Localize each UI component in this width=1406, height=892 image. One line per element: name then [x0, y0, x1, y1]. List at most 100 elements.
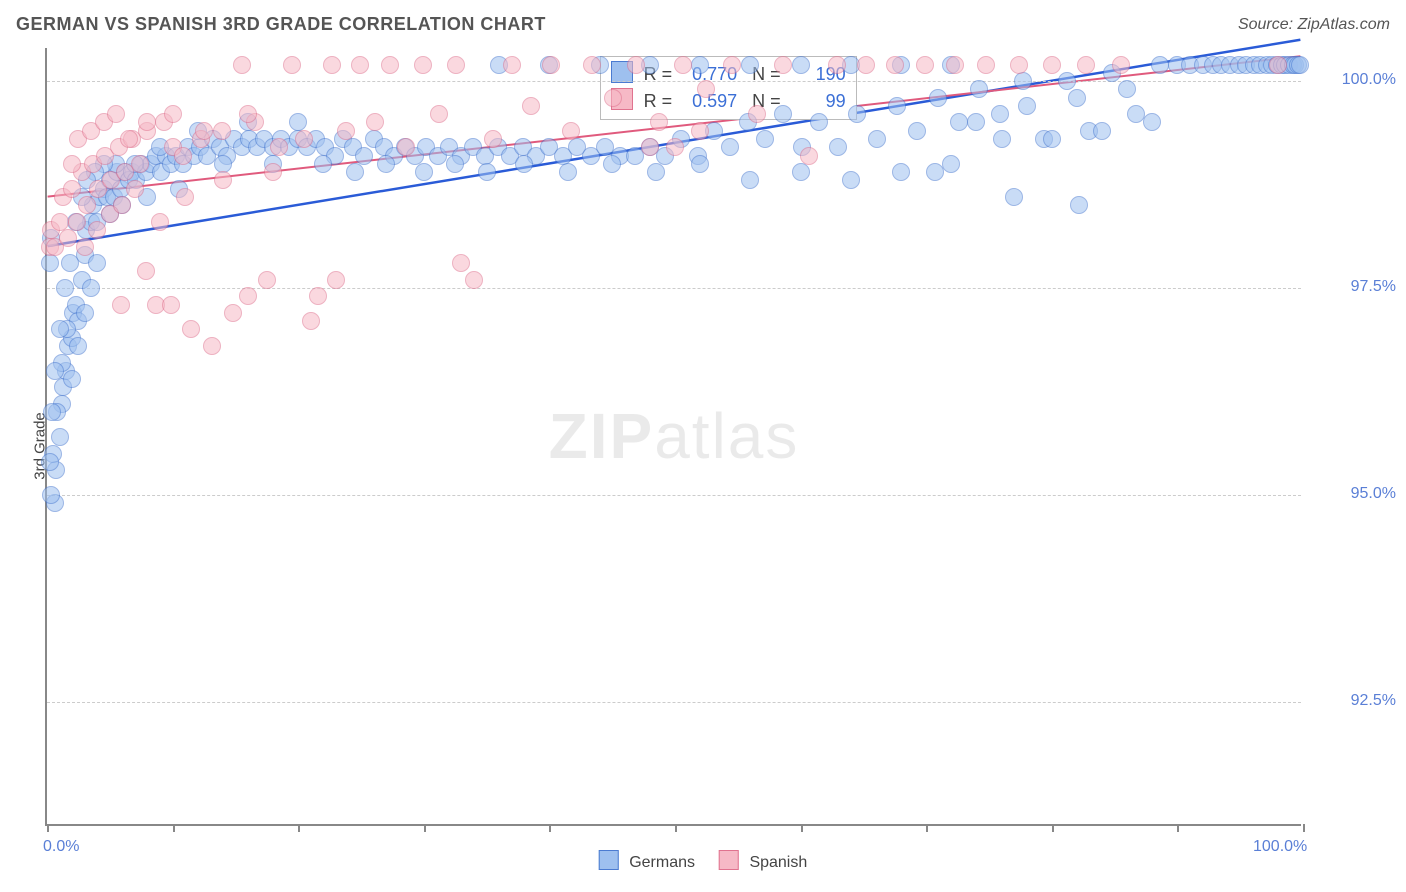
- x-tick-label: 100.0%: [1253, 838, 1307, 856]
- data-point: [176, 188, 194, 206]
- data-point: [1291, 56, 1309, 74]
- data-point: [926, 163, 944, 181]
- data-point: [603, 155, 621, 173]
- data-point: [113, 196, 131, 214]
- data-point: [810, 113, 828, 131]
- data-point: [447, 56, 465, 74]
- data-point: [691, 155, 709, 173]
- data-point: [120, 130, 138, 148]
- plot-area: ZIPatlas R = 0.770 N = 190 R = 0.597 N =…: [45, 48, 1301, 826]
- data-point: [264, 163, 282, 181]
- data-point: [1043, 130, 1061, 148]
- legend-swatch-germans: [599, 850, 619, 870]
- data-point: [1269, 56, 1287, 74]
- data-point: [337, 122, 355, 140]
- data-point: [1005, 188, 1023, 206]
- y-tick-label: 95.0%: [1351, 485, 1396, 503]
- data-point: [112, 296, 130, 314]
- data-point: [892, 163, 910, 181]
- data-point: [641, 138, 659, 156]
- data-point: [63, 155, 81, 173]
- data-point: [366, 113, 384, 131]
- data-point: [929, 89, 947, 107]
- data-point: [309, 287, 327, 305]
- data-point: [1093, 122, 1111, 140]
- data-point: [1077, 56, 1095, 74]
- data-point: [56, 279, 74, 297]
- data-point: [697, 80, 715, 98]
- data-point: [126, 180, 144, 198]
- data-point: [446, 155, 464, 173]
- legend-label-spanish: Spanish: [749, 854, 807, 871]
- data-point: [886, 56, 904, 74]
- legend-label-germans: Germans: [629, 854, 695, 871]
- data-point: [82, 279, 100, 297]
- data-point: [650, 113, 668, 131]
- data-point: [1143, 113, 1161, 131]
- data-point: [377, 155, 395, 173]
- data-point: [748, 105, 766, 123]
- data-point: [239, 287, 257, 305]
- data-point: [295, 130, 313, 148]
- data-point: [51, 428, 69, 446]
- source-label: Source: ZipAtlas.com: [1238, 16, 1390, 34]
- data-point: [162, 296, 180, 314]
- data-point: [942, 155, 960, 173]
- data-point: [174, 147, 192, 165]
- data-point: [993, 130, 1011, 148]
- data-point: [415, 163, 433, 181]
- data-point: [674, 56, 692, 74]
- data-point: [63, 370, 81, 388]
- data-point: [774, 105, 792, 123]
- data-point: [1014, 72, 1032, 90]
- data-point: [137, 262, 155, 280]
- data-point: [203, 337, 221, 355]
- data-point: [647, 163, 665, 181]
- data-point: [828, 56, 846, 74]
- data-point: [138, 113, 156, 131]
- data-point: [258, 271, 276, 289]
- data-point: [842, 171, 860, 189]
- data-point: [214, 155, 232, 173]
- data-point: [583, 56, 601, 74]
- y-tick-label: 92.5%: [1351, 692, 1396, 710]
- data-point: [1151, 56, 1169, 74]
- data-point: [233, 56, 251, 74]
- data-point: [289, 113, 307, 131]
- data-point: [868, 130, 886, 148]
- data-point: [970, 80, 988, 98]
- y-tick-label: 97.5%: [1351, 278, 1396, 296]
- data-point: [42, 486, 60, 504]
- data-point: [721, 138, 739, 156]
- data-point: [355, 147, 373, 165]
- data-point: [283, 56, 301, 74]
- data-point: [559, 163, 577, 181]
- data-point: [604, 89, 622, 107]
- data-point: [164, 105, 182, 123]
- data-point: [1112, 56, 1130, 74]
- data-point: [68, 213, 86, 231]
- data-point: [397, 138, 415, 156]
- data-point: [88, 254, 106, 272]
- data-point: [327, 271, 345, 289]
- data-point: [381, 56, 399, 74]
- legend-item-spanish: Spanish: [719, 850, 807, 872]
- series-legend: Germans Spanish: [599, 850, 808, 872]
- data-point: [51, 320, 69, 338]
- data-point: [323, 56, 341, 74]
- data-point: [478, 163, 496, 181]
- data-point: [414, 56, 432, 74]
- data-point: [270, 138, 288, 156]
- data-point: [691, 122, 709, 140]
- data-point: [41, 453, 59, 471]
- data-point: [1068, 89, 1086, 107]
- chart-title: GERMAN VS SPANISH 3RD GRADE CORRELATION …: [16, 14, 546, 35]
- data-point: [51, 213, 69, 231]
- data-point: [76, 238, 94, 256]
- data-point: [792, 163, 810, 181]
- data-point: [857, 56, 875, 74]
- data-point: [950, 113, 968, 131]
- data-point: [78, 196, 96, 214]
- data-point: [346, 163, 364, 181]
- data-point: [792, 56, 810, 74]
